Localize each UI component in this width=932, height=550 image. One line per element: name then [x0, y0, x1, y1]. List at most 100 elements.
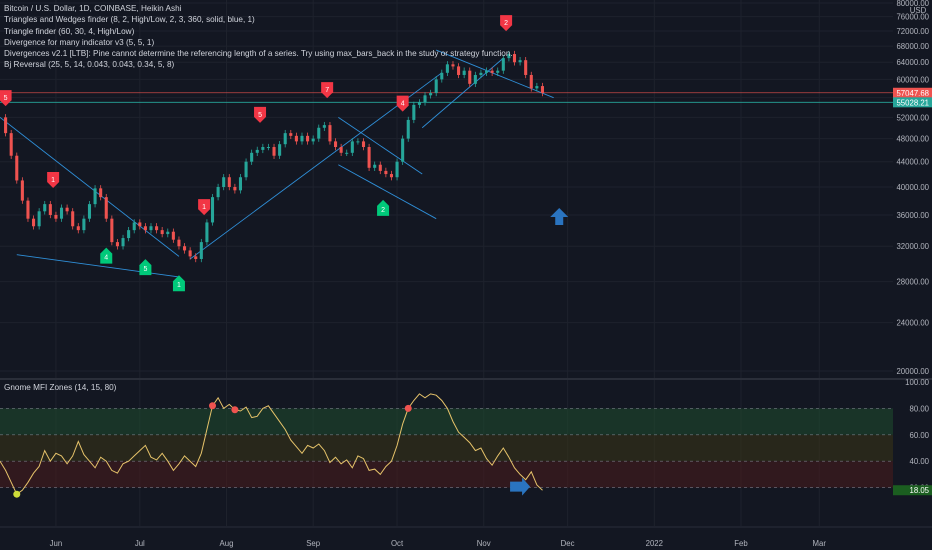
signal-label: 1: [51, 177, 55, 184]
buy-signal: 5: [139, 259, 152, 276]
mfi-zone: [0, 434, 893, 462]
mfi-tick-label: 80.00: [909, 404, 929, 413]
candle-body: [59, 207, 64, 219]
legend-indicator-bj-reversal[interactable]: Bj Reversal (25, 5, 14, 0.043, 0.043, 0.…: [4, 60, 175, 70]
signal-shape: [396, 95, 409, 112]
candle-body: [143, 226, 147, 231]
candle-body: [540, 86, 544, 93]
candle-body: [457, 66, 461, 75]
oscillator-title[interactable]: Gnome MFI Zones (14, 15, 80): [4, 383, 117, 392]
mfi-tick-label: 100.00: [905, 378, 930, 387]
candle-body: [384, 170, 388, 175]
price-tick-label: 40000.00: [896, 183, 929, 192]
sell-signal: 1: [47, 171, 60, 188]
signal-shape: [47, 171, 60, 188]
candle-body: [4, 117, 8, 134]
price-tick-label: 60000.00: [896, 75, 929, 84]
candle-body: [255, 149, 259, 153]
signal-shape: [0, 90, 12, 107]
price-label-text: 57047.68: [896, 89, 929, 98]
sell-signal: 1: [198, 199, 211, 216]
candle-body: [468, 70, 472, 84]
oversold-marker: [13, 490, 21, 498]
candle-body: [440, 72, 444, 80]
legend-indicator-triangles-wedges[interactable]: Triangles and Wedges finder (8, 2, High/…: [4, 15, 255, 25]
candle-body: [166, 231, 170, 235]
price-tick-label: 76000.00: [896, 13, 929, 22]
candle-body: [199, 242, 203, 259]
sell-signal: 7: [321, 82, 334, 99]
candle-body: [378, 164, 382, 171]
up-arrow-icon: [550, 208, 569, 225]
candle-body: [512, 54, 517, 63]
price-tick-label: 64000.00: [896, 58, 929, 67]
candle-body: [93, 188, 97, 205]
candle-body: [194, 256, 198, 259]
candle-body: [171, 231, 175, 240]
legend-symbol[interactable]: Bitcoin / U.S. Dollar, 1D, COINBASE, Hei…: [4, 4, 182, 13]
buy-signal: 4: [100, 247, 113, 264]
candle-body: [328, 125, 332, 142]
candle-body: [222, 177, 226, 187]
trendline: [338, 164, 437, 220]
signal-label: 5: [258, 112, 262, 119]
candle-body: [278, 144, 282, 156]
candle-body: [311, 138, 315, 142]
signal-shape: [139, 259, 152, 276]
signal-label: 2: [381, 207, 385, 214]
legend-indicator-divergences-ltb[interactable]: Divergences v2.1 [LTB]: Pine cannot dete…: [4, 49, 513, 59]
buy-signal: 2: [377, 199, 390, 216]
currency-label: USD: [910, 6, 927, 15]
candle-body: [529, 74, 533, 89]
price-label-badge: [893, 87, 932, 98]
mfi-line: [0, 393, 543, 495]
legend-indicator-divergence[interactable]: Divergence for many indicator v3 (5, 5, …: [4, 37, 155, 47]
candle-body: [496, 70, 500, 73]
candle-body: [272, 147, 276, 156]
candle-body: [389, 174, 394, 178]
candle-body: [429, 92, 433, 96]
candle-body: [188, 250, 192, 257]
candle-body: [99, 188, 103, 198]
time-tick-label: Mar: [813, 539, 827, 548]
candle-body: [205, 222, 209, 243]
overbought-marker: [231, 406, 239, 414]
mfi-last-value-text: 18.05: [909, 486, 929, 495]
candle-body: [54, 214, 58, 219]
candle-body: [490, 70, 494, 73]
candle-body: [149, 226, 153, 231]
signal-label: 4: [401, 101, 405, 108]
candle-body: [401, 138, 405, 162]
candle-body: [479, 72, 483, 75]
signal-shape: [254, 106, 267, 123]
candle-body: [127, 230, 131, 239]
candle-body: [261, 147, 265, 150]
candle-body: [535, 86, 539, 89]
price-tick-label: 36000.00: [896, 211, 929, 220]
candle-body: [507, 54, 511, 59]
candle-body: [294, 135, 298, 142]
candle-body: [115, 242, 119, 247]
signal-shape: [100, 247, 113, 264]
buy-signal: 1: [172, 275, 185, 292]
candle-body: [160, 230, 164, 235]
time-tick-label: Jul: [135, 539, 145, 548]
candle-body: [395, 161, 399, 178]
candle-body: [32, 218, 36, 227]
candle-body: [227, 177, 231, 187]
candle-body: [317, 127, 321, 139]
candle-body: [138, 222, 142, 227]
candle-body: [244, 161, 248, 178]
candle-body: [524, 60, 528, 75]
legend-indicator-triangle-finder[interactable]: Triangle finder (60, 30, 4, High/Low): [4, 26, 135, 36]
candle-body: [412, 104, 416, 120]
candle-body: [20, 180, 24, 201]
candle-body: [300, 135, 304, 142]
candle-body: [183, 246, 187, 251]
trendline: [338, 116, 423, 175]
price-tick-label: 48000.00: [896, 135, 929, 144]
candle-body: [26, 200, 30, 219]
candle-body: [9, 133, 13, 156]
candle-body: [451, 64, 455, 67]
